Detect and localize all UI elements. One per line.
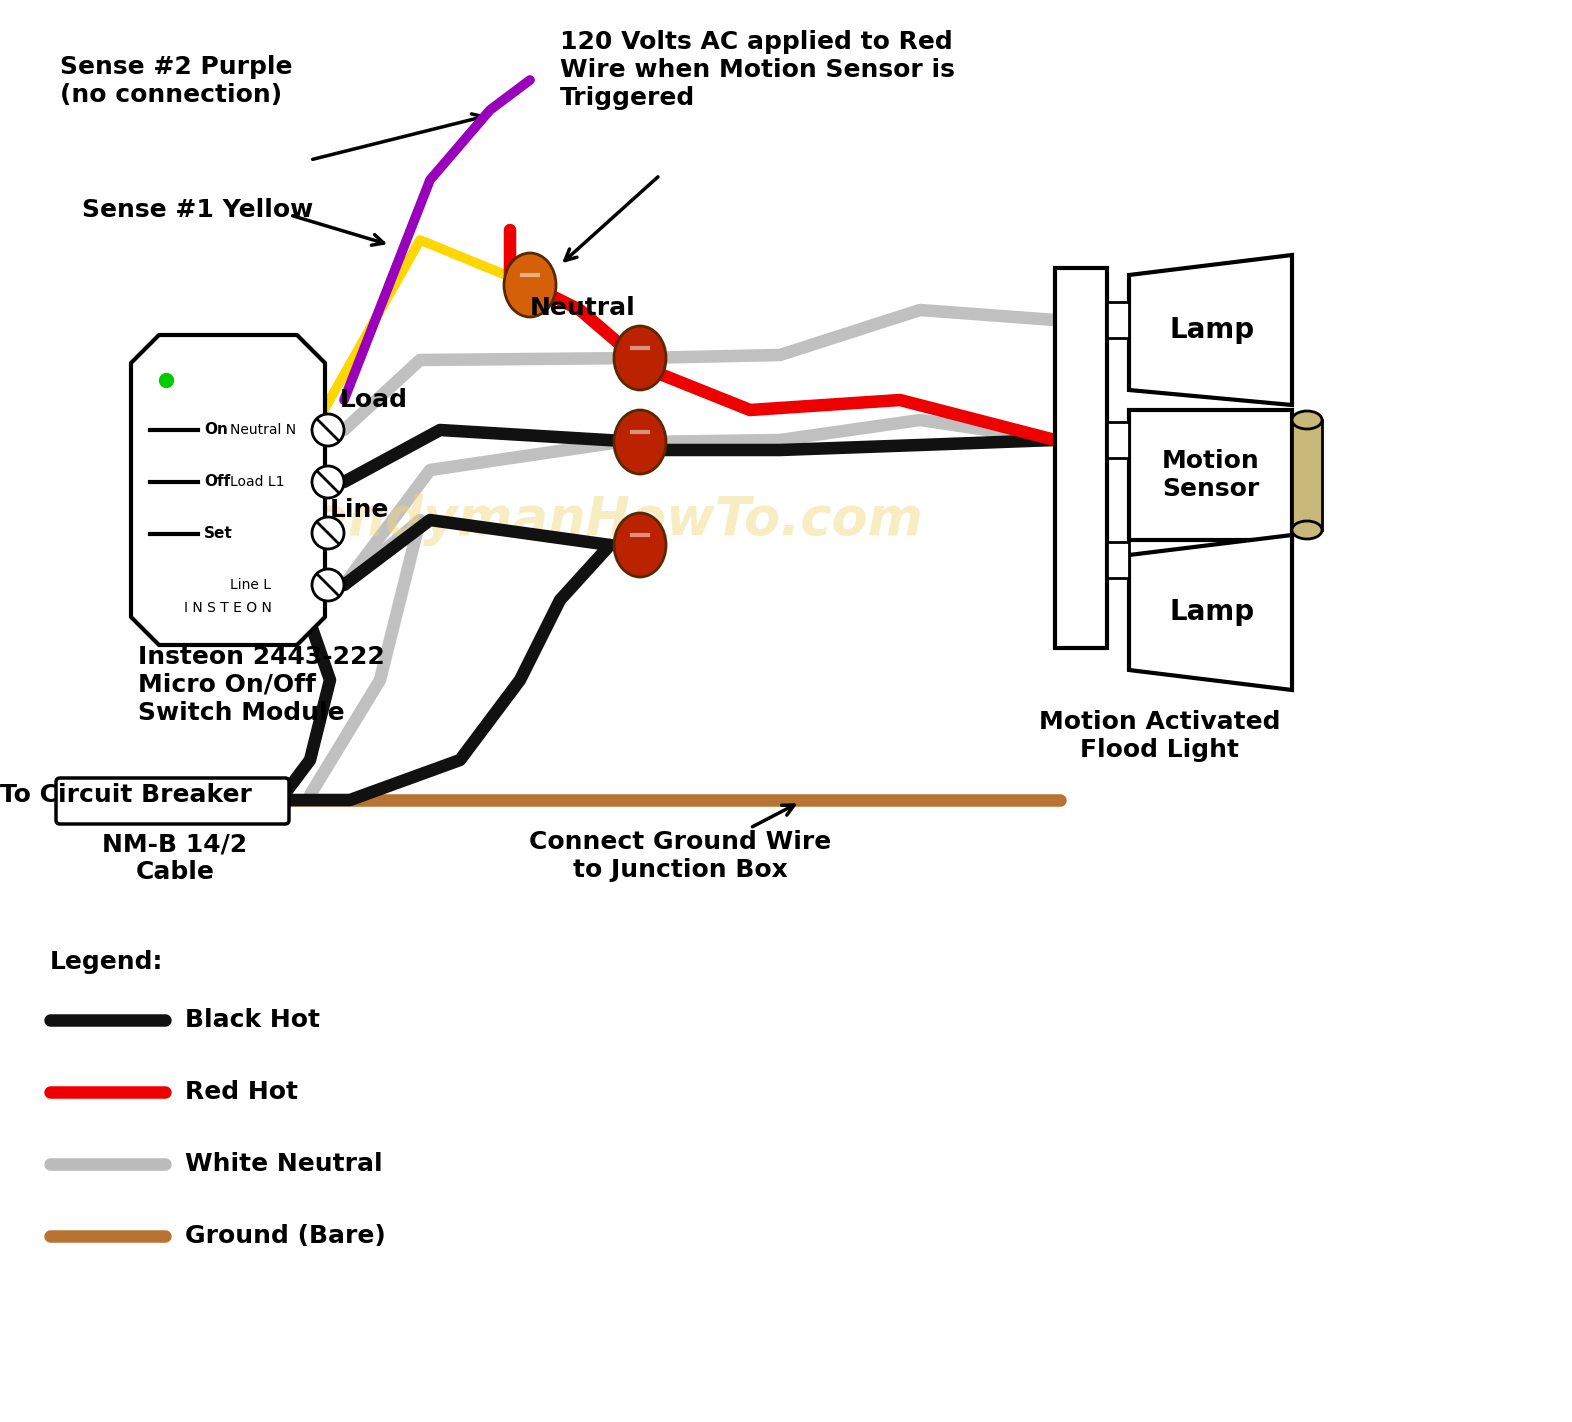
Text: Insteon 2443-222
Micro On/Off
Switch Module: Insteon 2443-222 Micro On/Off Switch Mod… [138,646,385,725]
Text: Neutral N: Neutral N [230,422,296,437]
Text: To Circuit Breaker: To Circuit Breaker [0,784,252,808]
Ellipse shape [615,513,667,577]
Text: Sense #2 Purple
(no connection): Sense #2 Purple (no connection) [60,55,292,107]
Bar [1292,419,1322,530]
Ellipse shape [505,253,556,317]
Text: Red Hot: Red Hot [185,1079,299,1103]
FancyBboxPatch shape [57,778,289,823]
Text: Off: Off [204,475,230,489]
Circle shape [311,466,344,498]
Text: Load: Load [340,388,409,412]
Text: Lamp: Lamp [1170,316,1254,344]
Text: Motion
Sensor: Motion Sensor [1162,449,1259,501]
Polygon shape [130,336,325,646]
Text: I N S T E O N: I N S T E O N [184,602,272,614]
Text: © HandymanHowTo.com: © HandymanHowTo.com [196,493,923,546]
Bar [1107,422,1129,458]
Bar [1129,410,1292,540]
Ellipse shape [1292,520,1322,539]
Ellipse shape [1292,411,1322,429]
Circle shape [311,518,344,549]
Polygon shape [1129,255,1292,405]
Text: Ground (Bare): Ground (Bare) [185,1224,385,1249]
Text: Black Hot: Black Hot [185,1008,321,1032]
Bar [1107,542,1129,577]
Text: Load L1: Load L1 [230,475,285,489]
Circle shape [311,414,344,447]
Text: White Neutral: White Neutral [185,1152,382,1176]
Bar [1107,301,1129,338]
Text: Motion Activated
Flood Light: Motion Activated Flood Light [1039,710,1281,762]
Text: On: On [204,422,228,438]
Ellipse shape [615,326,667,390]
Bar [1055,267,1107,648]
Circle shape [311,569,344,602]
Text: Connect Ground Wire
to Junction Box: Connect Ground Wire to Junction Box [528,830,832,882]
Text: Lamp: Lamp [1170,599,1254,626]
Text: Neutral: Neutral [530,296,635,320]
Text: 120 Volts AC applied to Red
Wire when Motion Sensor is
Triggered: 120 Volts AC applied to Red Wire when Mo… [560,30,954,109]
Text: Set: Set [204,526,233,542]
Text: NM-B 14/2
Cable: NM-B 14/2 Cable [102,832,247,884]
Text: Line: Line [330,498,390,522]
Text: Legend:: Legend: [50,950,163,974]
Text: Sense #1 Yellow: Sense #1 Yellow [82,198,313,222]
Text: Line L: Line L [230,577,270,592]
Ellipse shape [615,410,667,474]
Polygon shape [1129,535,1292,690]
